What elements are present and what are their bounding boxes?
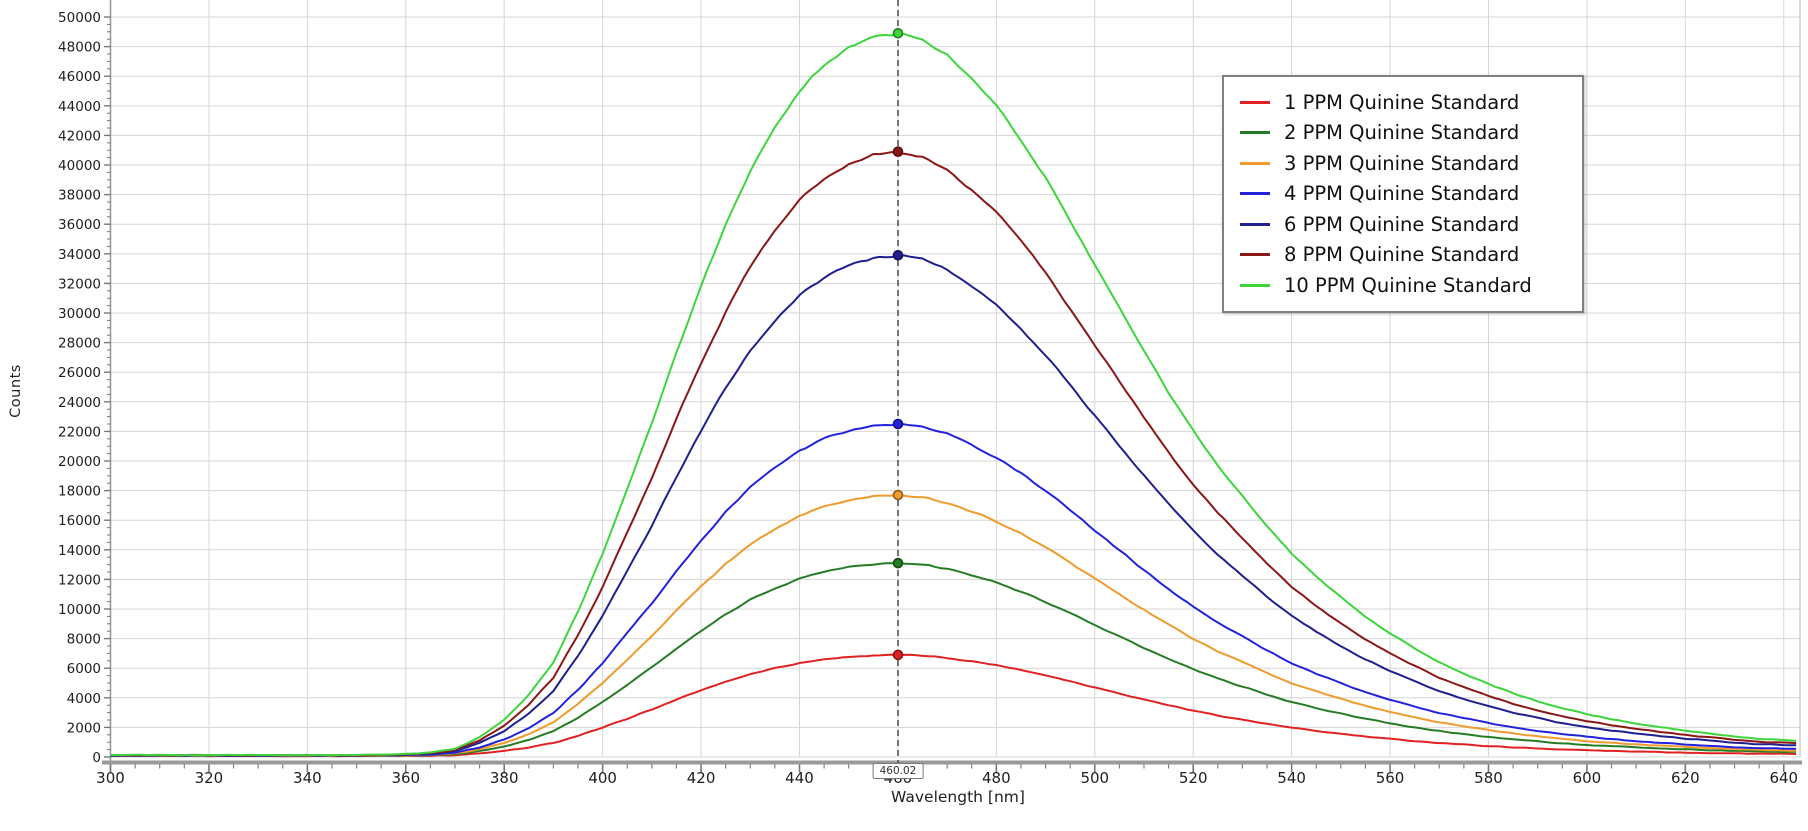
peak-marker-10ppm	[892, 27, 904, 39]
x-tick-label: 560	[1376, 769, 1405, 787]
y-axis-title: Counts	[8, 364, 24, 418]
peak-marker-6ppm	[892, 249, 904, 261]
y-tick-label: 46000	[58, 69, 101, 85]
legend-label: 10 PPM Quinine Standard	[1284, 273, 1532, 297]
legend-label: 3 PPM Quinine Standard	[1284, 151, 1520, 175]
y-tick-label: 38000	[58, 188, 101, 204]
y-tick-label: 32000	[58, 276, 101, 292]
x-tick-label: 520	[1179, 769, 1208, 787]
peak-marker-2ppm	[892, 557, 904, 569]
x-tick-label: 500	[1080, 769, 1109, 787]
y-tick-label: 50000	[58, 10, 101, 26]
peak-marker-4ppm	[892, 418, 904, 430]
x-tick-label: 360	[391, 769, 420, 787]
legend-label: 1 PPM Quinine Standard	[1284, 90, 1520, 114]
y-tick-label: 22000	[58, 424, 101, 440]
legend-swatch-icon	[1240, 131, 1270, 135]
legend-swatch-icon	[1240, 253, 1270, 257]
y-tick-label: 12000	[58, 572, 101, 588]
legend-item-3ppm[interactable]: 3 PPM Quinine Standard	[1238, 148, 1568, 179]
legend-label: 2 PPM Quinine Standard	[1284, 121, 1520, 145]
legend-swatch-icon	[1240, 100, 1270, 104]
series-line-4ppm[interactable]	[110, 423, 1797, 757]
peak-marker-3ppm	[892, 489, 904, 501]
x-axis-title: Wavelength [nm]	[891, 788, 1025, 806]
x-tick-label: 420	[687, 769, 716, 787]
y-tick-label: 2000	[67, 720, 101, 736]
y-tick-label: 40000	[58, 158, 101, 174]
peak-marker-1ppm	[892, 649, 904, 661]
y-tick-label: 14000	[58, 543, 101, 559]
x-tick-label: 540	[1277, 769, 1306, 787]
x-tick-label: 640	[1769, 769, 1798, 787]
y-tick-label: 44000	[58, 99, 101, 115]
y-tick-label: 4000	[67, 691, 101, 707]
cursor-wavelength-readout[interactable]: 460.02	[872, 763, 924, 779]
x-tick-label: 320	[195, 769, 224, 787]
y-tick-label: 24000	[58, 395, 101, 411]
legend-label: 6 PPM Quinine Standard	[1284, 212, 1520, 236]
y-tick-label: 26000	[58, 365, 101, 381]
y-tick-label: 28000	[58, 336, 101, 352]
y-tick-label: 42000	[58, 128, 101, 144]
legend-item-1ppm[interactable]: 1 PPM Quinine Standard	[1238, 87, 1568, 118]
series-line-10ppm[interactable]	[110, 32, 1797, 757]
x-tick-label: 300	[96, 769, 125, 787]
legend-item-8ppm[interactable]: 8 PPM Quinine Standard	[1238, 240, 1568, 271]
x-tick-label: 380	[490, 769, 519, 787]
legend-item-4ppm[interactable]: 4 PPM Quinine Standard	[1238, 179, 1568, 210]
y-tick-label: 18000	[58, 484, 101, 500]
x-tick-label: 440	[785, 769, 814, 787]
x-tick-label: 600	[1573, 769, 1602, 787]
y-tick-label: 36000	[58, 217, 101, 233]
y-tick-label: 10000	[58, 602, 101, 618]
y-tick-label: 30000	[58, 306, 101, 322]
legend-label: 8 PPM Quinine Standard	[1284, 243, 1520, 267]
y-tick-label: 48000	[58, 40, 101, 56]
legend-box: 1 PPM Quinine Standard 2 PPM Quinine Stan…	[1222, 75, 1584, 313]
series-line-3ppm[interactable]	[110, 494, 1797, 757]
x-tick-label: 340	[293, 769, 322, 787]
legend-swatch-icon	[1240, 192, 1270, 196]
legend-item-2ppm[interactable]: 2 PPM Quinine Standard	[1238, 118, 1568, 149]
x-tick-label: 480	[982, 769, 1011, 787]
y-tick-label: 16000	[58, 513, 101, 529]
x-tick-label: 400	[588, 769, 617, 787]
y-tick-label: 8000	[67, 632, 101, 648]
x-tick-label: 620	[1671, 769, 1700, 787]
legend-swatch-icon	[1240, 161, 1270, 165]
legend-label: 4 PPM Quinine Standard	[1284, 182, 1520, 206]
y-tick-label: 20000	[58, 454, 101, 470]
peak-marker-8ppm	[892, 146, 904, 157]
y-tick-label: 34000	[58, 247, 101, 263]
y-tick-label: 0	[92, 750, 101, 766]
y-tick-label: 6000	[67, 661, 101, 677]
legend-swatch-icon	[1240, 283, 1270, 287]
legend-swatch-icon	[1240, 222, 1270, 226]
x-tick-label: 580	[1474, 769, 1503, 787]
legend-item-6ppm[interactable]: 6 PPM Quinine Standard	[1238, 209, 1568, 240]
legend-item-10ppm[interactable]: 10 PPM Quinine Standard	[1238, 270, 1568, 301]
